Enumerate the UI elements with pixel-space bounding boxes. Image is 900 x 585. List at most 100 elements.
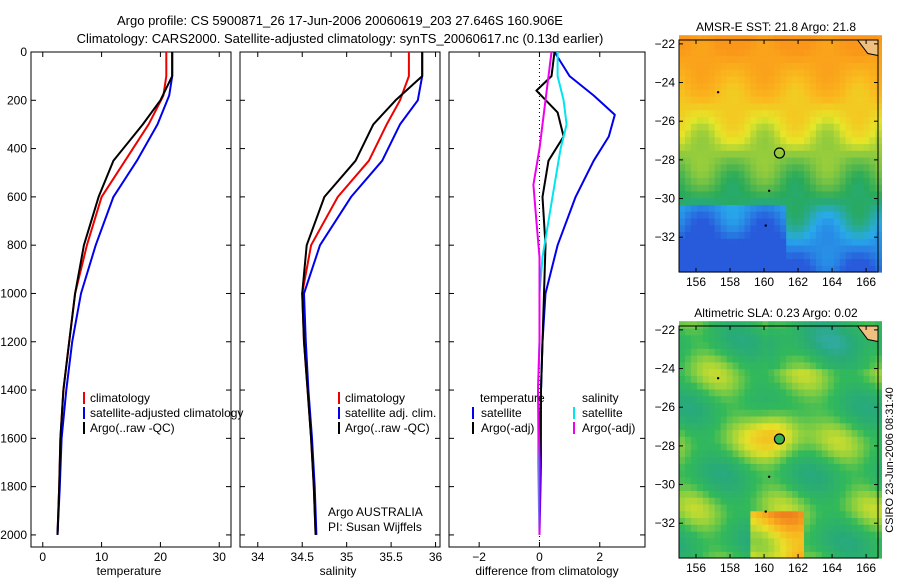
heatmap-cell [857, 55, 865, 63]
heatmap-cell [875, 265, 882, 273]
x-tick-label: 0 [39, 550, 46, 564]
heatmap-cell [768, 537, 775, 546]
heatmap-cell [679, 184, 686, 192]
heatmap-cell [845, 402, 853, 410]
heatmap-cell [786, 211, 793, 219]
heatmap-cell [827, 517, 835, 525]
heatmap-cell [845, 355, 853, 363]
heatmap-cell [696, 116, 704, 124]
heatmap-cell [780, 62, 787, 70]
heatmap-cell [786, 551, 793, 559]
heatmap-cell [839, 190, 847, 199]
heatmap-cell [696, 463, 704, 471]
heatmap-cell [792, 327, 799, 336]
heatmap-cell [696, 321, 704, 329]
heatmap-cell [857, 517, 865, 525]
heatmap-cell [708, 211, 716, 219]
difference-legend: temperature salinity satellite Argo(-adj… [472, 391, 635, 435]
heatmap-cell [738, 368, 746, 376]
heatmap-cell [810, 89, 817, 97]
heatmap-cell [815, 136, 823, 145]
heatmap-cell [690, 422, 698, 431]
heatmap-cell [685, 524, 692, 532]
heatmap-cell [738, 503, 746, 512]
heatmap-cell [851, 402, 859, 410]
island-marker [716, 91, 720, 94]
heatmap-cell [768, 517, 775, 525]
heatmap-cell [869, 483, 877, 491]
heatmap-cell [726, 163, 734, 172]
heatmap-cell [863, 129, 871, 138]
heatmap-cell [732, 456, 740, 464]
heatmap-cell [875, 75, 882, 84]
heatmap-cell [839, 197, 847, 205]
heatmap-cell [786, 170, 793, 178]
heatmap-cell [798, 82, 805, 90]
heatmap-cell [780, 184, 787, 192]
heatmap-cell [804, 163, 811, 172]
heatmap-cell [720, 341, 728, 349]
x-tick-label: 160 [754, 561, 774, 575]
heatmap-cell [798, 96, 805, 104]
heatmap-cell [833, 415, 841, 424]
heatmap-cell [845, 443, 853, 451]
heatmap-cell [756, 409, 763, 417]
heatmap-cell [738, 265, 746, 273]
header-line-2: Climatology: CARS2000. Satellite-adjuste… [77, 31, 604, 46]
heatmap-cell [839, 368, 847, 376]
heatmap-cell [780, 204, 787, 212]
heatmap-cell [720, 116, 728, 124]
heatmap-cell [690, 197, 698, 205]
heatmap-cell [857, 177, 865, 185]
heatmap-cell [863, 449, 871, 458]
heatmap-cell [869, 143, 877, 151]
heatmap-cell [833, 170, 841, 178]
heatmap-cell [768, 415, 775, 424]
heatmap-cell [833, 197, 841, 205]
heatmap-cell [720, 109, 728, 117]
heatmap-cell [821, 96, 829, 104]
heatmap-cell [708, 170, 716, 178]
heatmap-cell [792, 265, 799, 273]
heatmap-cell [869, 102, 877, 111]
heatmap-cell [833, 368, 841, 376]
heatmap-cell [857, 361, 865, 370]
series-line-magenta [532, 51, 553, 535]
heatmap-cell [679, 75, 686, 84]
heatmap-cell [821, 361, 829, 370]
heatmap-cell [738, 116, 746, 124]
heatmap-cell [732, 402, 740, 410]
heatmap-cell [738, 348, 746, 356]
heatmap-cell [833, 62, 841, 70]
heatmap-cell [810, 35, 817, 43]
heatmap-cell [690, 490, 698, 498]
heatmap-cell [833, 190, 841, 199]
heatmap-cell [714, 69, 722, 77]
heatmap-cell [875, 470, 882, 478]
heatmap-cell [821, 490, 829, 498]
heatmap-cell [839, 429, 847, 437]
heatmap-cell [696, 62, 704, 70]
heatmap-cell [827, 355, 835, 363]
heatmap-cell [708, 321, 716, 329]
heatmap-cell [679, 490, 686, 498]
heatmap-cell [702, 143, 710, 151]
heatmap-cell [732, 551, 740, 559]
heatmap-cell [780, 463, 787, 471]
heatmap-cell [857, 415, 865, 424]
heatmap-cell [732, 355, 740, 363]
heatmap-cell [756, 470, 763, 478]
heatmap-cell [732, 48, 740, 57]
heatmap-cell [833, 224, 841, 232]
heatmap-cell [732, 341, 740, 349]
heatmap-cell [714, 62, 722, 70]
heatmap-cell [827, 449, 835, 458]
heatmap-cell [720, 177, 728, 185]
heatmap-cell [863, 258, 871, 266]
heatmap-cell [756, 503, 763, 512]
heatmap-cell [774, 355, 781, 363]
heatmap-cell [869, 82, 877, 90]
heatmap-cell [786, 415, 793, 424]
heatmap-cell [804, 449, 811, 458]
heatmap-cell [679, 170, 686, 178]
